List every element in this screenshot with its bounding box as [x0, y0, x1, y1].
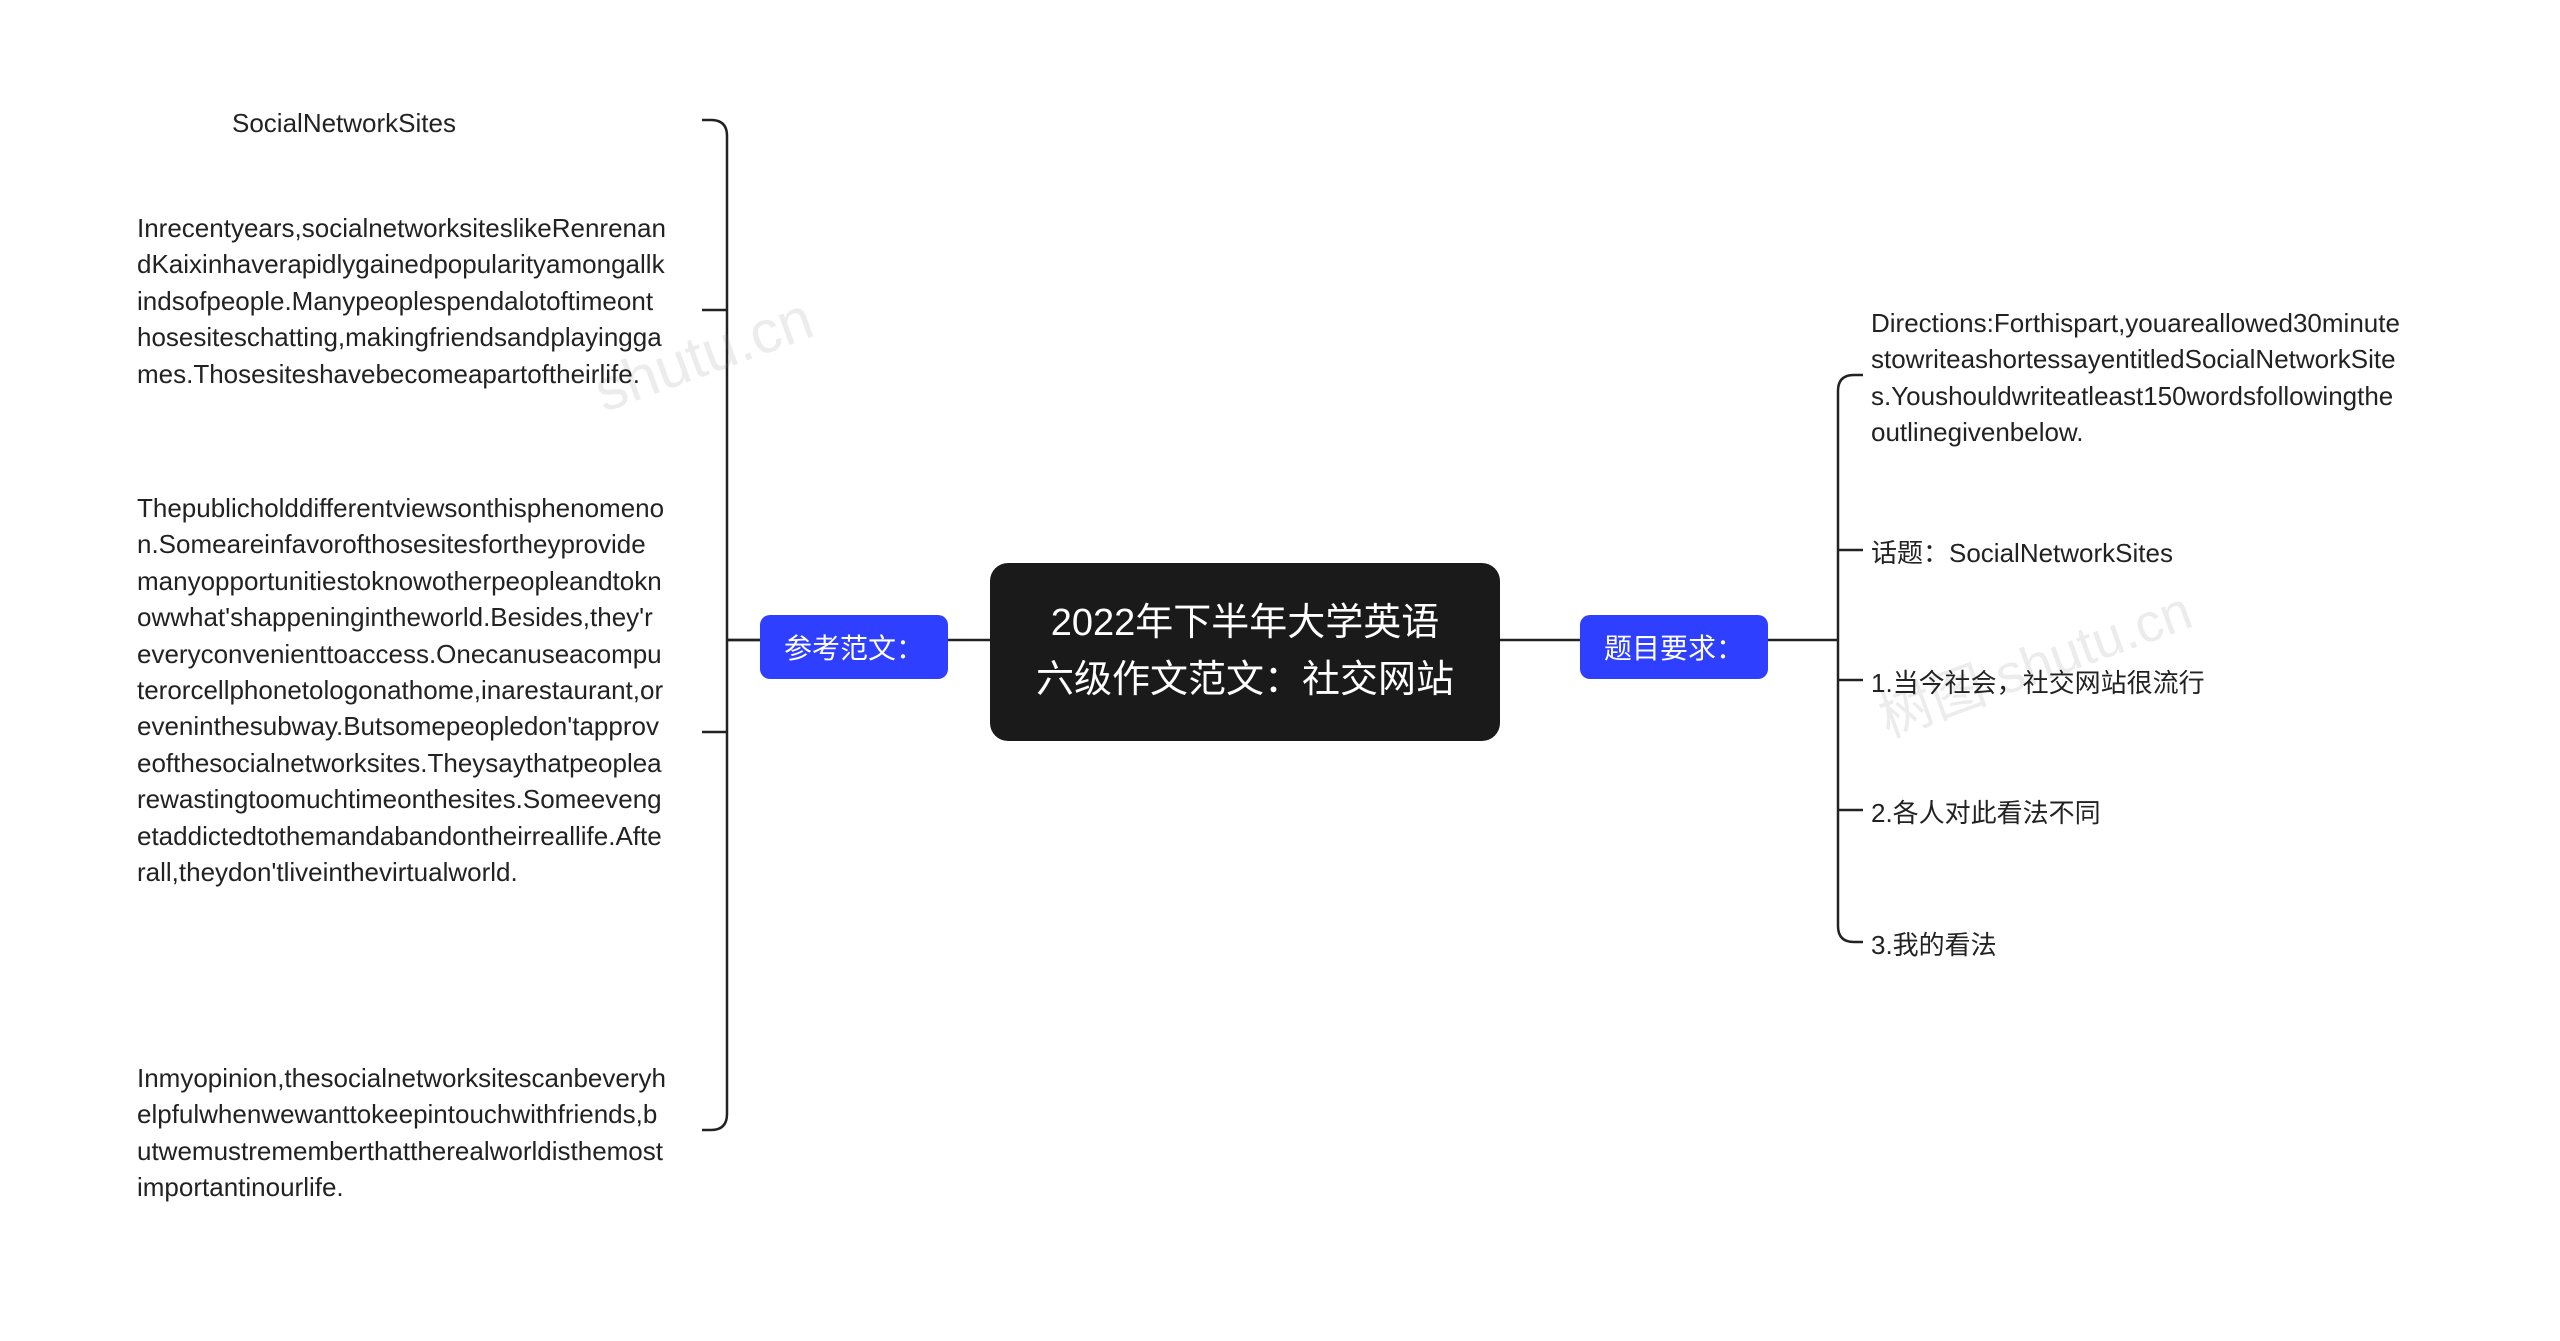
right-branch-label: 题目要求： — [1604, 633, 1744, 664]
right-leaf-1: 话题：SocialNetworkSites — [1871, 535, 2371, 571]
watermark-2: 树图 shutu.cn — [1866, 566, 2200, 752]
center-node-text: 2022年下半年大学英语六级作文范文：社交网站 — [1036, 602, 1454, 701]
right-leaf-2: 1.当今社会，社交网站很流行 — [1871, 665, 2371, 701]
left-leaf-1: Inrecentyears,socialnetworksiteslikeRenr… — [137, 210, 667, 392]
left-leaf-2: Thepublicholddifferentviewsonthisphenome… — [137, 490, 667, 890]
center-node: 2022年下半年大学英语六级作文范文：社交网站 — [990, 563, 1500, 741]
left-leaf-3: Inmyopinion,thesocialnetworksitescanbeve… — [137, 1060, 667, 1206]
right-leaf-3: 2.各人对此看法不同 — [1871, 795, 2371, 831]
left-branch-label: 参考范文： — [784, 633, 924, 664]
left-leaf-0: SocialNetworkSites — [232, 105, 732, 141]
left-branch-node: 参考范文： — [760, 615, 948, 679]
right-leaf-4: 3.我的看法 — [1871, 927, 2371, 963]
right-leaf-0: Directions:Forthispart,youareallowed30mi… — [1871, 305, 2401, 451]
right-branch-node: 题目要求： — [1580, 615, 1768, 679]
